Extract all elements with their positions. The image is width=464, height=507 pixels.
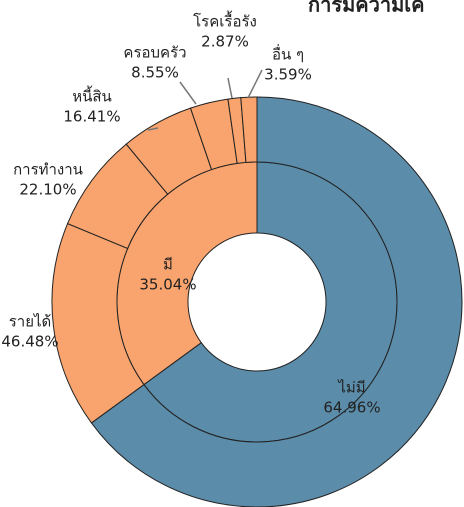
inner-label: ไม่มี: [337, 379, 365, 397]
inner-label: มี: [163, 256, 173, 274]
outer-value-label: 46.48%: [1, 333, 58, 351]
outer-slice: [240, 96, 258, 163]
outer-label: หนี้สิน: [72, 86, 112, 106]
outer-label: โรคเรื้อรัง: [193, 11, 257, 31]
outer-label: การทำงาน: [13, 161, 83, 179]
outer-label: รายได้: [9, 313, 52, 331]
outer-value-label: 16.41%: [63, 108, 120, 126]
leader-line: [227, 77, 233, 99]
leader-line: [247, 69, 263, 99]
leader-line: [179, 81, 197, 105]
inner-value-label: 35.04%: [139, 276, 196, 294]
outer-label: อื่น ๆ: [272, 44, 304, 64]
leader-line: [147, 127, 159, 131]
outer-value-label: 8.55%: [131, 64, 179, 82]
outer-slice: [90, 96, 463, 507]
outer-value-label: 3.59%: [264, 66, 312, 84]
chart-title: การมีความเค: [308, 0, 425, 17]
outer-value-label: 22.10%: [19, 181, 76, 199]
outer-label: ครอบครัว: [123, 44, 186, 62]
outer-value-label: 2.87%: [201, 33, 249, 51]
inner-value-label: 64.96%: [323, 399, 380, 417]
